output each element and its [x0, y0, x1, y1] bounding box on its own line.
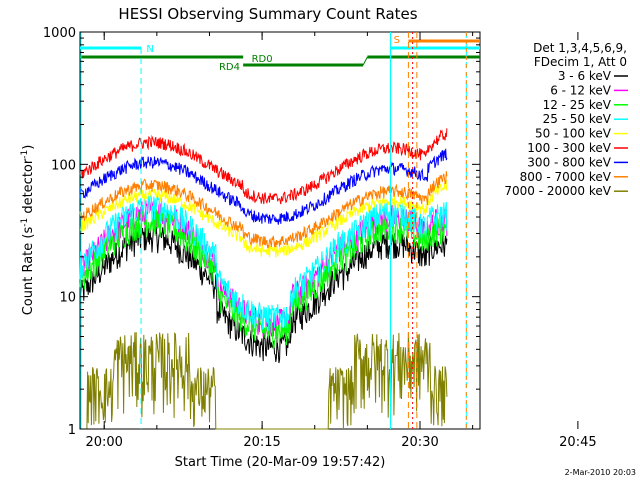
y-axis-label-sup: -1 — [20, 218, 30, 227]
y-axis-label-part: Count Rate (s — [21, 227, 36, 316]
series-line — [79, 193, 448, 333]
y-axis-label-sup: -1 — [20, 150, 30, 159]
s-label: S — [394, 35, 400, 46]
y-axis-label: Count Rate (s-1 detector-1) — [20, 145, 36, 316]
legend-item-label: 6 - 12 keV — [550, 83, 612, 97]
x-tick-label: 20:15 — [243, 435, 280, 450]
date-stamp: 2-Mar-2010 20:03 — [565, 468, 636, 477]
n-label: N — [146, 44, 153, 55]
x-tick-label: 20:00 — [85, 435, 122, 450]
legend-header-decimation: FDecim 1, Att 0 — [534, 55, 627, 69]
legend-item-label: 12 - 25 keV — [543, 98, 612, 112]
legend-item-label: 100 - 300 keV — [527, 141, 611, 155]
legend-item-label: 25 - 50 keV — [543, 112, 612, 126]
series-line — [79, 208, 448, 350]
legend-item-label: 3 - 6 keV — [558, 69, 612, 83]
rd4-label: RD4 — [219, 62, 240, 73]
legend-header-detectors: Det 1,3,4,5,6,9, — [533, 41, 627, 55]
legend-item-label: 7000 - 20000 keV — [504, 184, 611, 198]
legend-item-label: 800 - 7000 keV — [520, 170, 612, 184]
marker-layer: RD0 RD4 N S — [80, 32, 480, 429]
y-tick-label: 100 — [51, 158, 76, 173]
series-line — [79, 180, 448, 258]
rd0-label: RD0 — [252, 54, 273, 65]
y-axis-label-part: detector — [21, 158, 36, 218]
y-tick-label: 1000 — [43, 26, 76, 41]
series-line — [79, 148, 448, 225]
x-tick-label: 20:45 — [559, 435, 596, 450]
y-tick-label: 10 — [59, 291, 76, 306]
legend: Det 1,3,4,5,6,9, FDecim 1, Att 0 3 - 6 k… — [504, 41, 628, 198]
axis-layer: 20:0020:1520:3020:4521:0021:1521:3011010… — [43, 26, 597, 450]
y-tick-label: 1 — [68, 423, 76, 438]
rd-connector — [362, 56, 368, 66]
legend-item-label: 50 - 100 keV — [535, 127, 612, 141]
x-tick-label: 20:30 — [401, 435, 438, 450]
x-axis-label: Start Time (20-Mar-09 19:57:42) — [175, 455, 386, 470]
legend-item-label: 300 - 800 keV — [527, 155, 611, 169]
series-layer — [79, 128, 448, 430]
y-axis-label-part: ) — [21, 145, 36, 150]
chart-title: HESSI Observing Summary Count Rates — [118, 5, 417, 23]
series-line — [79, 223, 448, 364]
